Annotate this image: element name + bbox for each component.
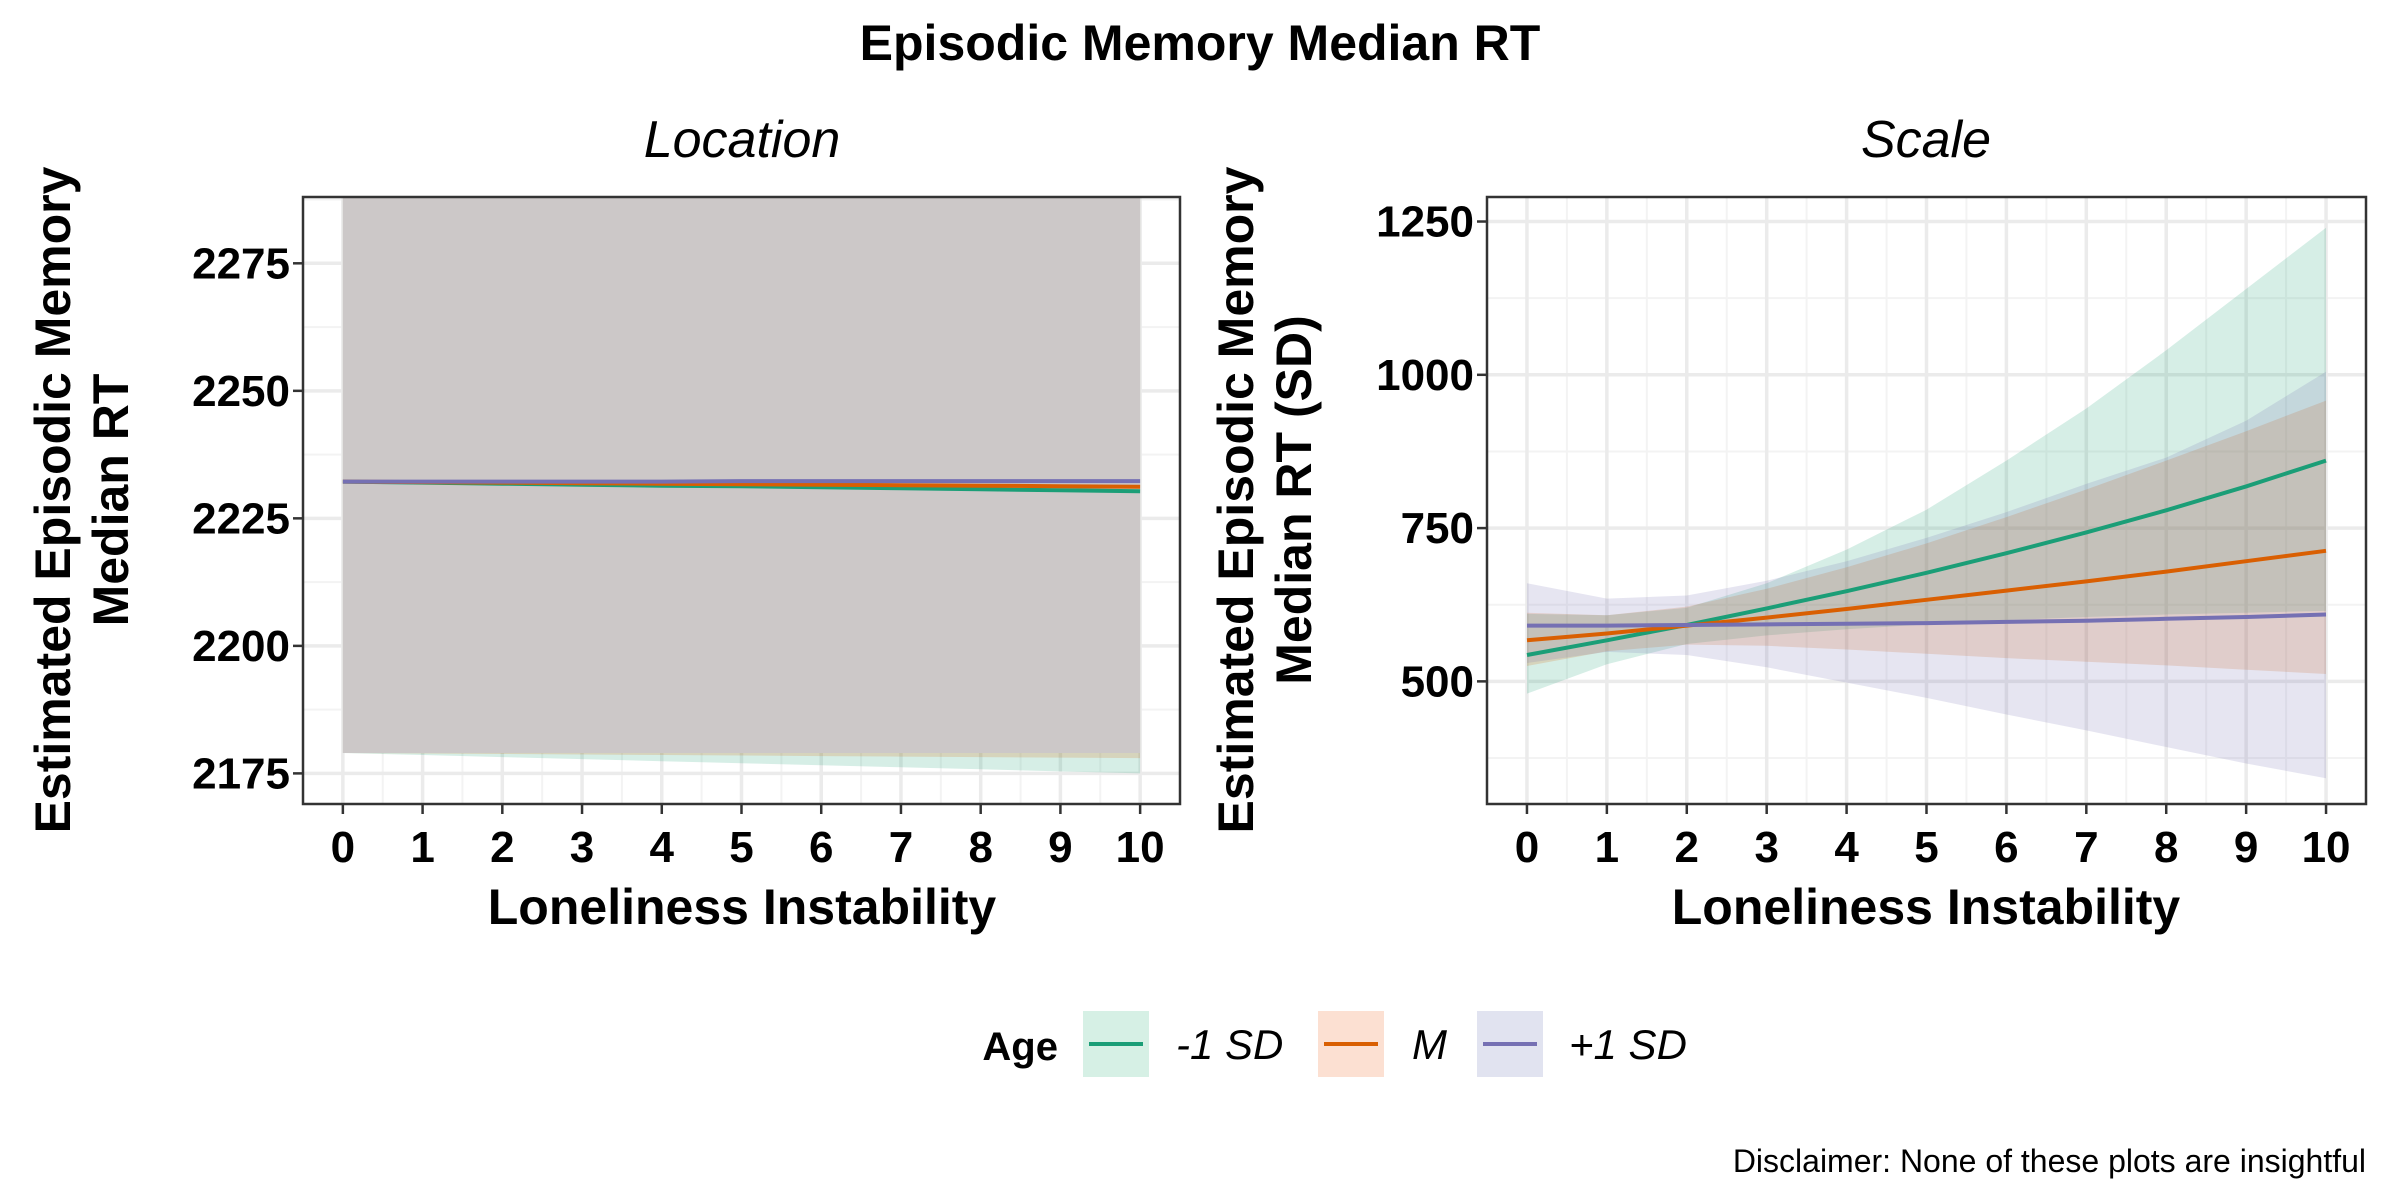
location-x-tick-label: 8 <box>968 823 992 872</box>
location-x-tick-label: 10 <box>1116 823 1165 872</box>
location-x-tick-label: 7 <box>889 823 913 872</box>
scale-y-tick-label: 1250 <box>1376 198 1474 247</box>
location-y-axis-title-line1: Estimated Episodic Memory <box>25 166 81 833</box>
location-facet-title: Location <box>644 111 841 169</box>
legend-label-plus-1sd: +1 SD <box>1569 1021 1687 1068</box>
scale-x-tick-label: 10 <box>2302 823 2351 872</box>
scale-ribbon-m <box>1527 400 2326 674</box>
location-y-axis-title-line2: Median RT <box>83 374 139 627</box>
scale-x-tick-label: 0 <box>1515 823 1539 872</box>
scale-ribbon-plusminus-1-sd <box>1527 371 2326 779</box>
scale-y-tick-label: 500 <box>1401 657 1474 706</box>
scale-y-axis-title-line1: Estimated Episodic Memory <box>1208 166 1264 833</box>
location-y-tick-label: 2225 <box>192 494 290 543</box>
location-x-tick-label: 1 <box>410 823 434 872</box>
legend-item-minus-1sd: -1 SD <box>1083 1011 1283 1077</box>
scale-x-tick-label: 7 <box>2074 823 2098 872</box>
scale-x-tick-label: 2 <box>1675 823 1699 872</box>
scale-y-tick-label: 1000 <box>1376 351 1474 400</box>
scale-x-tick-label: 1 <box>1595 823 1619 872</box>
location-y-tick-label: 2200 <box>192 622 290 671</box>
legend-title: Age <box>982 1025 1058 1069</box>
scale-panel: Scale 0 1 2 3 4 5 6 7 8 9 10 500 750 1000 1250 Lonelines… <box>1208 111 2368 935</box>
scale-y-axis-title-line2: Median RT (SD) <box>1266 315 1322 684</box>
legend-item-m: M <box>1318 1011 1447 1077</box>
scale-x-tick-label: 8 <box>2154 823 2178 872</box>
scale-x-tick-label: 6 <box>1994 823 2018 872</box>
scale-x-tick-label: 4 <box>1834 823 1859 872</box>
location-line-plusminus-1-sd <box>342 479 1141 484</box>
location-x-tick-label: 6 <box>809 823 833 872</box>
location-panel: Location 0 1 2 3 4 5 6 7 8 9 10 2175 2200 2225 2250 2275… <box>25 111 1182 935</box>
legend-label-minus-1sd: -1 SD <box>1176 1021 1283 1068</box>
location-x-tick-label: 4 <box>650 823 675 872</box>
location-x-tick-label: 3 <box>570 823 594 872</box>
scale-y-tick-label: 750 <box>1401 504 1474 553</box>
location-x-tick-label: 0 <box>331 823 355 872</box>
location-x-tick-label: 5 <box>729 823 753 872</box>
location-y-tick-label: 2275 <box>192 239 290 288</box>
caption: Disclaimer: None of these plots are insi… <box>1733 1143 2366 1179</box>
location-y-tick-label: 2250 <box>192 367 290 416</box>
location-x-tick-label: 2 <box>490 823 514 872</box>
location-ribbon-plusminus-1-sd <box>342 197 1141 753</box>
location-y-tick-label: 2175 <box>192 749 290 798</box>
scale-gridlines <box>1487 197 2366 804</box>
scale-facet-title: Scale <box>1861 111 1991 169</box>
scale-x-axis-title: Loneliness Instability <box>1672 879 2181 935</box>
scale-x-tick-label: 9 <box>2234 823 2258 872</box>
scale-x-tick-label: 3 <box>1754 823 1778 872</box>
scale-line-m <box>1526 548 2327 643</box>
chart-title: Episodic Memory Median RT <box>860 15 1541 71</box>
scale-line-plusminus-1-sd <box>1527 612 2327 628</box>
legend-label-m: M <box>1412 1021 1447 1068</box>
location-x-tick-label: 9 <box>1048 823 1072 872</box>
legend: Age -1 SD M +1 SD <box>982 1011 1687 1077</box>
legend-item-plus-1sd: +1 SD <box>1477 1011 1687 1077</box>
scale-x-tick-label: 5 <box>1914 823 1938 872</box>
location-x-axis-title: Loneliness Instability <box>488 879 997 935</box>
